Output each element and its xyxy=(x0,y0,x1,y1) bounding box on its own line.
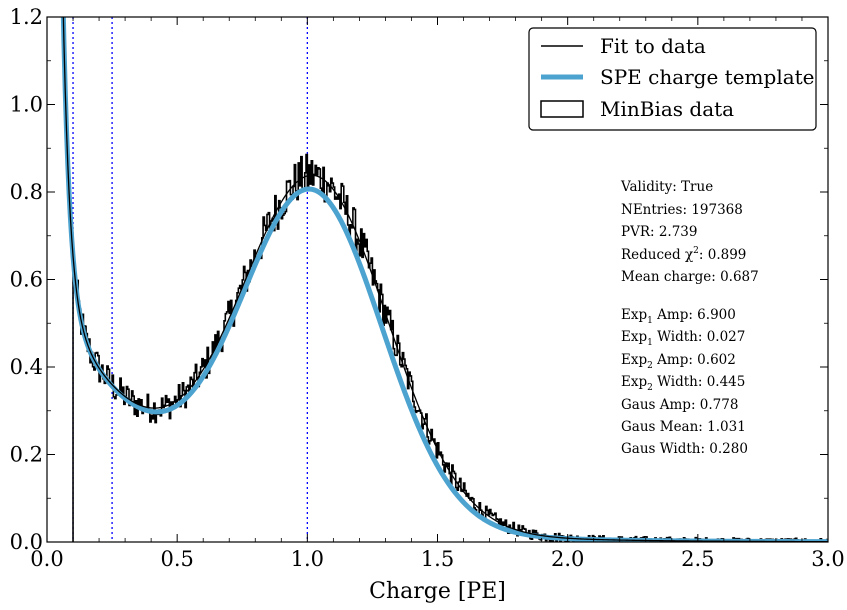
x-tick-label: 1.0 xyxy=(291,547,324,571)
legend: Fit to data SPE charge template MinBias … xyxy=(528,27,817,131)
fit-stats: Validity: True NEntries: 197368 PVR: 2.7… xyxy=(620,179,759,457)
stat-line: Gaus Amp: 0.778 xyxy=(621,397,738,413)
stat-line: Exp2 Amp: 0.602 xyxy=(621,352,736,371)
x-tick-label: 0.0 xyxy=(30,547,63,571)
legend-label-fit: Fit to data xyxy=(600,34,706,58)
y-tick-label: 0.2 xyxy=(10,443,43,467)
stat-line: Validity: True xyxy=(620,179,713,195)
x-axis-label: Charge [PE] xyxy=(369,579,506,604)
y-tick-label: 0.8 xyxy=(10,180,43,204)
stat-line: Exp1 Amp: 6.900 xyxy=(621,307,736,326)
fit-curve xyxy=(62,17,828,542)
minbias-data-histogram xyxy=(72,153,828,542)
legend-box xyxy=(528,27,817,131)
legend-label-template: SPE charge template xyxy=(600,65,815,89)
legend-label-data: MinBias data xyxy=(600,97,734,121)
y-tick-label: 0.6 xyxy=(10,268,43,292)
x-tick-label: 2.0 xyxy=(551,547,584,571)
stat-line: Reduced χ2: 0.899 xyxy=(621,246,746,263)
stat-line: Exp1 Width: 0.027 xyxy=(621,329,745,348)
y-tick-label: 1.0 xyxy=(10,93,43,117)
x-tick-label: 0.5 xyxy=(160,547,193,571)
stat-line: Mean charge: 0.687 xyxy=(621,269,759,285)
legend-swatch-data xyxy=(540,100,584,118)
x-tick-label: 3.0 xyxy=(811,547,844,571)
stat-line: Gaus Mean: 1.031 xyxy=(621,419,746,435)
x-tick-label: 1.5 xyxy=(421,547,454,571)
stat-line: Gaus Width: 0.280 xyxy=(621,441,748,457)
stat-line: PVR: 2.739 xyxy=(621,224,698,240)
y-tick-label: 0.0 xyxy=(10,530,43,554)
stat-line: Exp2 Width: 0.445 xyxy=(621,374,745,393)
y-tick-label: 0.4 xyxy=(10,355,43,379)
stat-line: NEntries: 197368 xyxy=(621,202,743,218)
y-tick-label: 1.2 xyxy=(10,5,43,29)
x-tick-label: 2.5 xyxy=(681,547,714,571)
